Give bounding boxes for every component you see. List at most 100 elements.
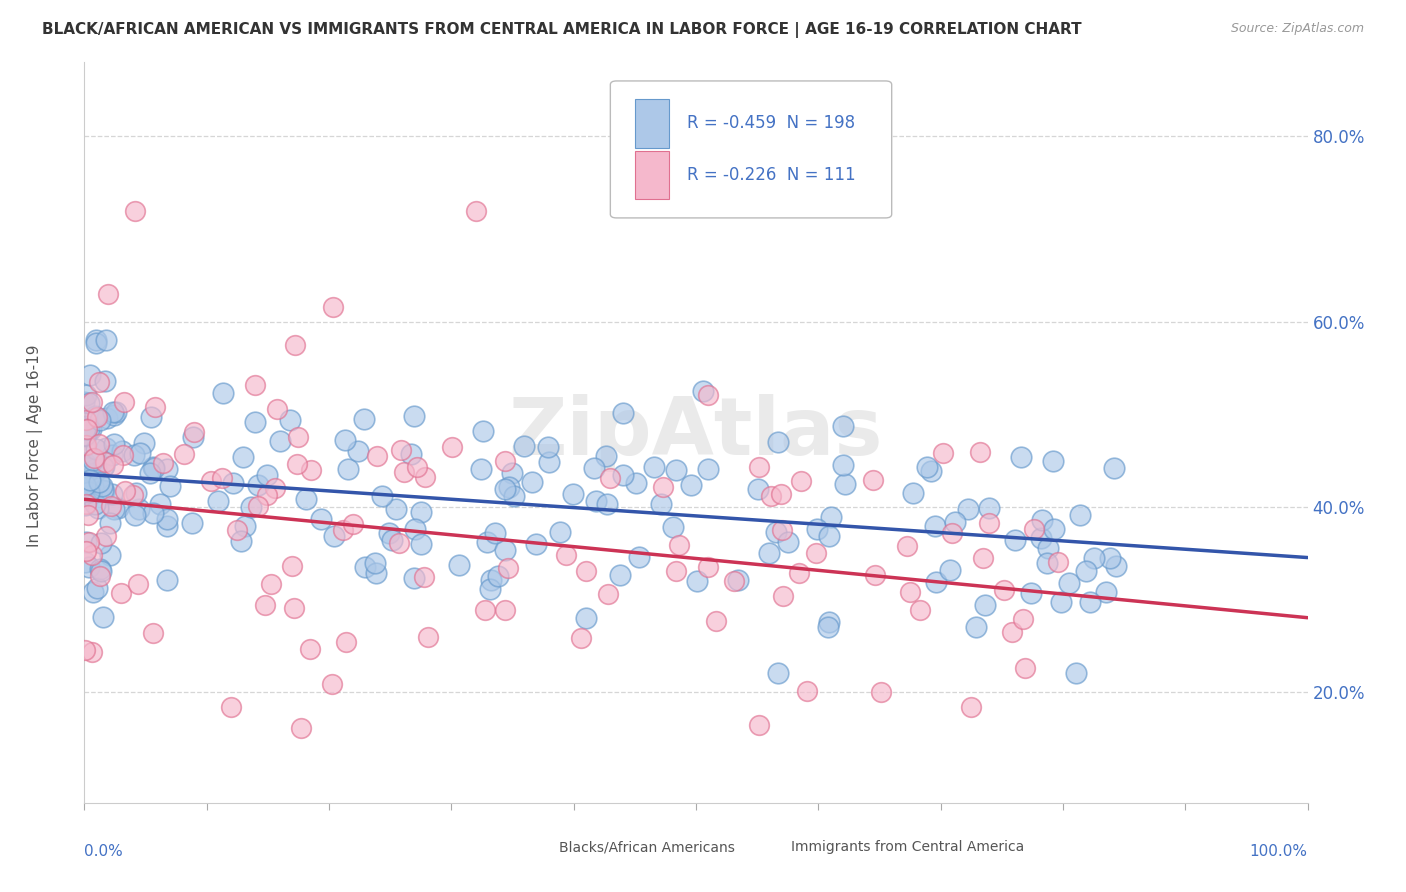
Point [94,529,117,543]
Point [465,203,488,218]
Point [93,484,115,499]
Point [156,462,179,476]
Point [479,573,502,587]
Point [353,412,375,426]
Point [149,497,172,511]
Point [766,434,789,449]
Point [381,533,404,548]
Point [142,506,165,520]
Point [817,620,839,634]
Point [287,430,309,444]
Point [681,478,703,492]
Point [662,520,685,534]
Point [1043,522,1066,536]
Point [245,378,267,392]
Point [908,603,931,617]
Point [595,449,617,463]
Point [103,502,125,516]
Point [103,458,125,472]
Point [665,463,688,477]
Point [84,442,107,456]
Point [405,522,427,536]
Point [219,700,242,714]
Point [484,526,506,541]
Point [346,444,368,458]
Point [627,549,650,564]
Point [494,482,516,496]
Point [865,567,887,582]
Point [295,491,318,506]
Point [90,536,112,550]
Point [806,522,828,536]
Point [91,483,114,497]
Point [75,388,97,402]
Point [494,454,516,468]
Point [97,287,120,301]
Point [79,483,101,497]
Point [548,525,571,540]
Point [692,384,714,398]
Point [804,546,827,560]
Point [75,555,97,569]
Point [704,615,727,629]
Point [496,561,519,575]
Point [79,484,101,499]
Point [91,609,114,624]
Point [96,333,118,347]
Point [256,467,278,482]
Point [1057,576,1080,591]
Point [278,413,301,427]
Point [87,500,110,515]
Point [834,477,856,491]
Point [111,444,134,458]
Point [643,460,665,475]
Point [103,405,125,419]
Point [127,577,149,591]
Point [89,569,111,583]
Point [1094,585,1116,599]
Point [862,473,884,487]
Point [404,570,426,584]
Point [769,486,792,500]
Point [284,338,307,352]
Point [247,478,270,492]
Point [796,684,818,698]
Point [152,456,174,470]
Point [575,565,598,579]
Point [180,516,202,530]
Point [76,419,98,434]
Point [76,422,98,436]
Point [478,582,501,597]
Point [77,460,100,475]
Point [73,428,96,442]
Point [84,461,107,475]
Point [129,445,152,459]
Point [181,429,204,443]
Point [665,565,688,579]
Point [1036,556,1059,570]
Point [502,489,524,503]
Point [212,385,235,400]
Point [98,516,121,530]
Point [526,536,548,550]
Point [285,457,308,471]
Point [470,462,492,476]
Point [363,556,385,570]
Point [75,413,97,427]
Point [474,603,496,617]
Point [612,406,634,420]
Point [612,467,634,482]
FancyBboxPatch shape [610,81,891,218]
Point [86,410,108,425]
Point [820,509,842,524]
Point [596,497,619,511]
Point [114,483,136,498]
Point [73,643,96,657]
Point [939,563,962,577]
Point [79,421,101,435]
Point [1042,453,1064,467]
Point [1011,612,1033,626]
Point [84,409,107,423]
Point [1102,461,1125,475]
Point [1050,595,1073,609]
